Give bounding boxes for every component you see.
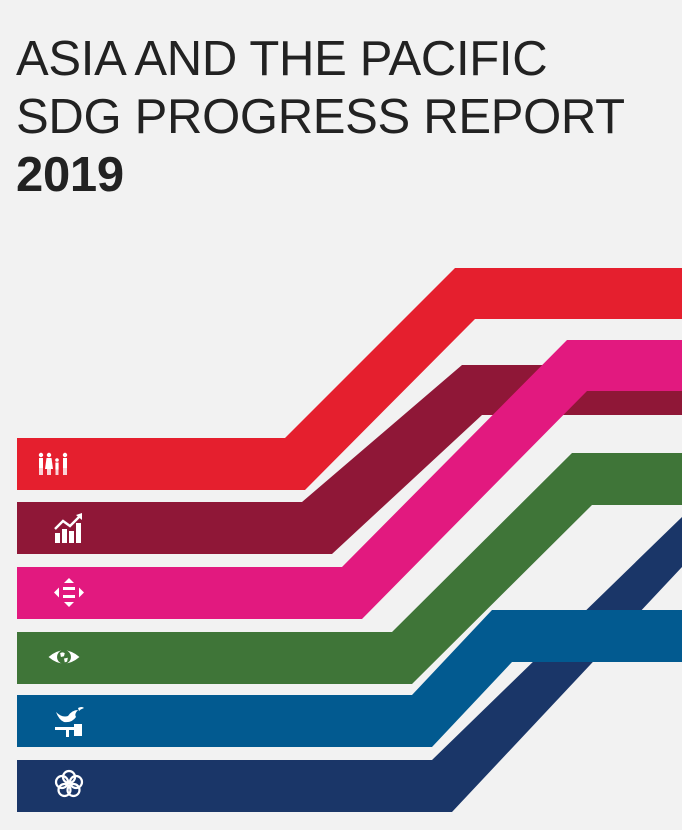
- flower-icon: [54, 769, 84, 798]
- stripe-people: [17, 268, 682, 490]
- growth-chart-icon: [54, 513, 82, 543]
- stripe-equality: [17, 340, 682, 619]
- family-icon: [38, 452, 68, 475]
- title-line-1: ASIA AND THE PACIFIC: [16, 32, 548, 86]
- title-year: 2019: [16, 148, 124, 202]
- title-line-2: SDG PROGRESS REPORT: [16, 90, 625, 144]
- dove-gavel-icon: [55, 707, 84, 737]
- report-title: ASIA AND THE PACIFIC SDG PROGRESS REPORT…: [16, 30, 625, 204]
- stripe-peace: [17, 610, 682, 747]
- equality-arrows-icon: [54, 578, 84, 607]
- stripe-partnership: [17, 517, 682, 812]
- stripe-planet: [17, 453, 682, 684]
- eye-globe-icon: [48, 650, 80, 664]
